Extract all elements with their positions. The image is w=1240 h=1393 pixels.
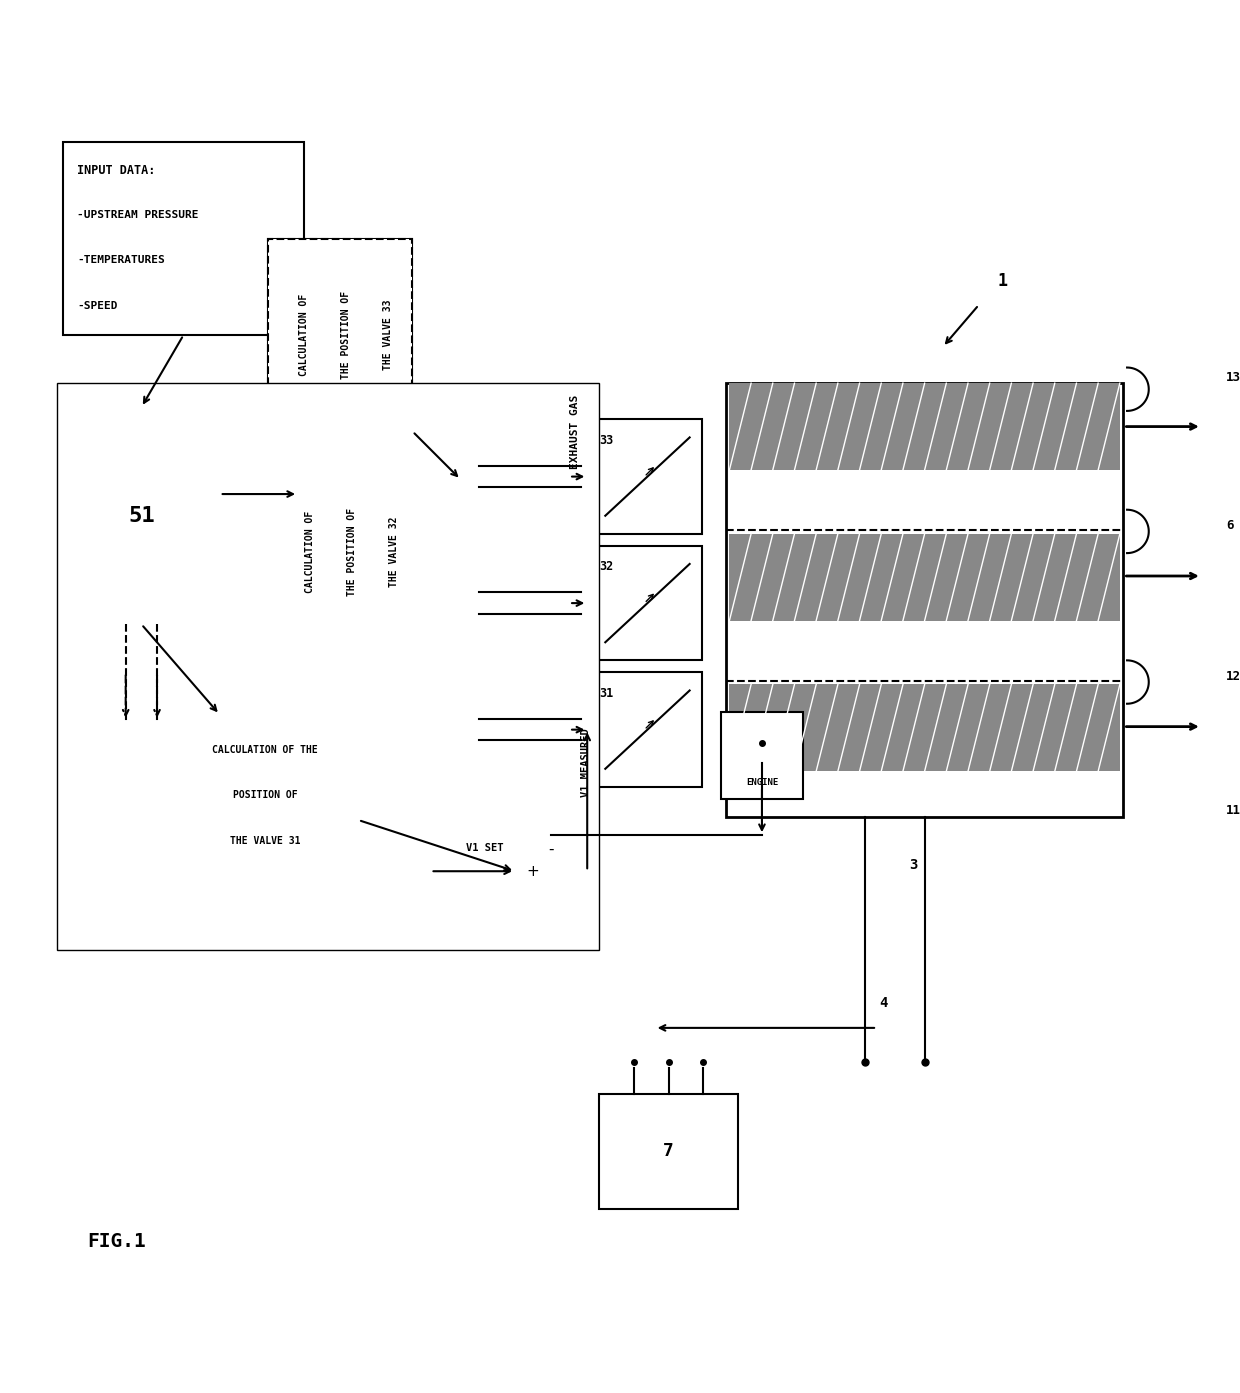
Text: -SPEED: -SPEED [77,301,118,311]
Bar [725,383,1123,818]
Text: THE POSITION OF: THE POSITION OF [341,291,351,379]
Text: 51: 51 [128,506,155,525]
Text: -TEMPERATURES: -TEMPERATURES [77,255,165,266]
Text: 7: 7 [663,1142,675,1160]
Bar [729,383,1120,469]
Bar [588,673,702,787]
Text: CALCULATION OF THE: CALCULATION OF THE [212,745,317,755]
Bar [729,534,1120,621]
Text: EXHAUST GAS: EXHAUST GAS [570,394,580,468]
Text: 1: 1 [998,272,1008,290]
Bar [729,684,1120,772]
Bar [588,419,702,534]
Text: 11: 11 [1226,805,1240,818]
Bar [63,407,219,624]
Text: +: + [527,864,539,879]
Bar [268,238,413,432]
Bar [171,715,358,925]
Text: CALCULATION OF: CALCULATION OF [305,511,315,593]
Bar [720,712,804,800]
Text: 6: 6 [1226,518,1234,532]
Text: THE POSITION OF: THE POSITION OF [347,508,357,596]
Text: THE VALVE 31: THE VALVE 31 [229,836,300,847]
Bar [63,142,304,334]
Text: POSITION OF: POSITION OF [233,790,298,801]
Text: 31: 31 [599,687,614,699]
Text: 33: 33 [599,433,614,447]
Text: FIG.1: FIG.1 [87,1231,146,1251]
Bar [268,238,413,432]
Bar [588,546,702,660]
Text: CALCULATION OF: CALCULATION OF [299,294,309,376]
Text: THE VALVE 33: THE VALVE 33 [383,299,393,371]
Bar [57,383,599,950]
Text: 3: 3 [909,858,918,872]
Text: 12: 12 [1226,670,1240,683]
Text: V1 MEASURED: V1 MEASURED [582,729,591,797]
Text: 32: 32 [599,560,614,574]
Text: THE VALVE 32: THE VALVE 32 [389,517,399,586]
Text: 4: 4 [879,996,888,1010]
Text: ENGINE: ENGINE [745,777,777,787]
Text: INPUT DATA:: INPUT DATA: [77,164,156,177]
Text: -: - [548,841,554,857]
Circle shape [515,834,588,907]
Text: -UPSTREAM PRESSURE: -UPSTREAM PRESSURE [77,210,198,220]
Text: 13: 13 [1226,371,1240,383]
Bar [599,1094,738,1209]
Text: V1 SET: V1 SET [466,843,503,853]
